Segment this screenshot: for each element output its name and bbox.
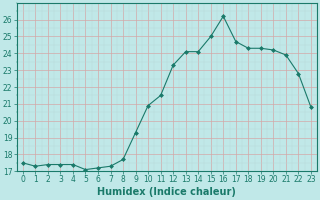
X-axis label: Humidex (Indice chaleur): Humidex (Indice chaleur) [98, 187, 236, 197]
